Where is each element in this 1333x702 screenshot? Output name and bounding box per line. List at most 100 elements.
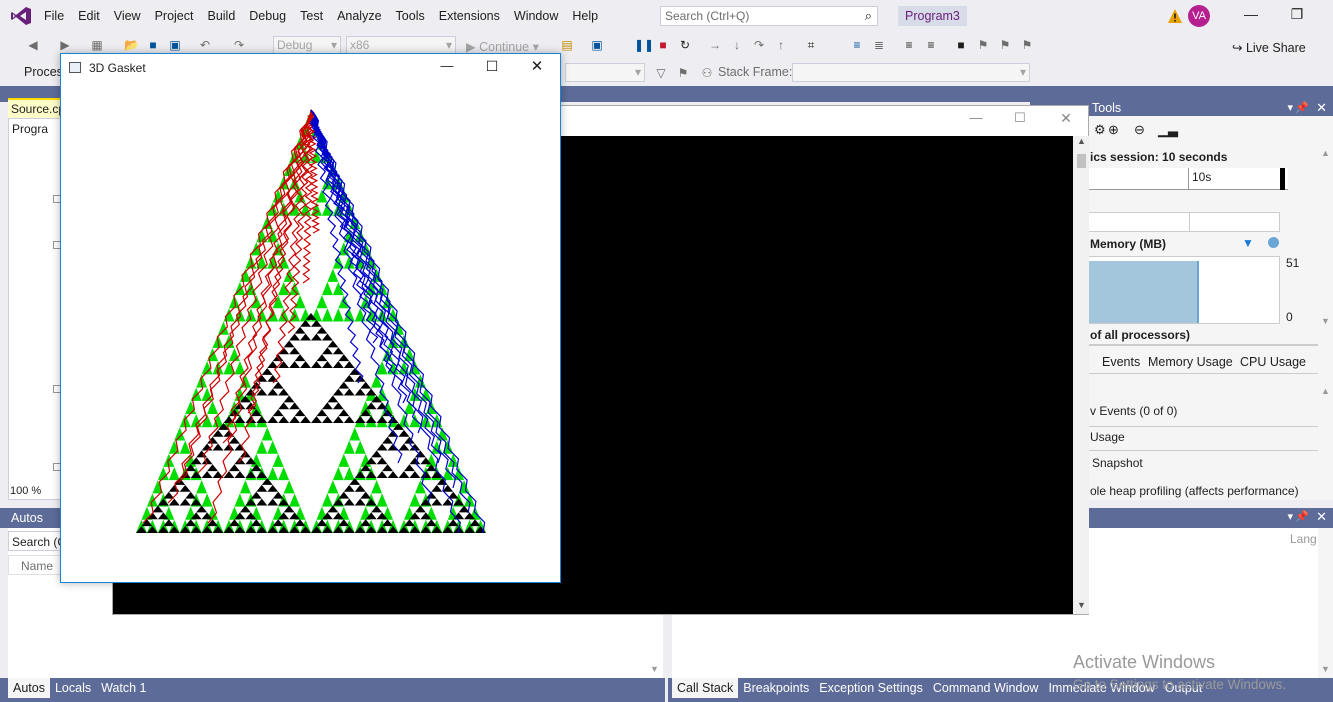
forward-icon[interactable]: ▶ [60,38,70,52]
configuration-select[interactable]: Debug ▾ [273,36,341,55]
pin-icon[interactable]: 📌 [1295,511,1309,523]
language-column-header[interactable]: Lang [1290,532,1317,546]
flag-icon[interactable]: ⚑ [677,66,689,80]
redo-icon[interactable]: ↷ [233,38,245,52]
minimize-icon[interactable]: — [1244,6,1258,22]
timeline-cursor[interactable] [1280,168,1285,190]
tab-command-window[interactable]: Command Window [932,681,1039,695]
next-bookmark-icon[interactable]: ⚑ [999,38,1011,52]
menu-window[interactable]: Window [513,9,559,23]
step-out-icon[interactable]: ↑ [778,38,784,52]
threads-icon[interactable]: ≡ [853,38,861,52]
settings-icon[interactable]: ⚙ [1094,122,1106,137]
hex-icon[interactable]: ⌗ [807,38,815,52]
search-icon[interactable]: ⌕ [864,8,872,23]
menu-debug[interactable]: Debug [249,9,287,23]
tab-watch-1[interactable]: Watch 1 [101,681,147,695]
tab-output[interactable]: Output [1164,681,1203,695]
back-icon[interactable]: ◀ [28,38,38,52]
prev-bookmark-icon[interactable]: ⚑ [977,38,989,52]
menu-test[interactable]: Test [300,9,324,23]
attach-icon[interactable]: ▤ [561,38,573,52]
panel-menu-icon[interactable]: ▾ [1287,511,1293,523]
undo-icon[interactable]: ↶ [199,38,211,52]
chart-icon[interactable]: ▁▃ [1158,122,1178,137]
console-scrollbar[interactable]: ▲ ▼ [1073,136,1089,614]
restart-icon[interactable]: ↻ [679,38,691,52]
thread-select[interactable]: ▾ [565,63,645,82]
zoom-level[interactable]: 100 % [10,485,42,497]
open-icon[interactable]: 📂 [124,38,139,52]
restore-icon[interactable]: ❐ [1290,6,1304,22]
scroll-up-icon[interactable]: ▲ [1321,148,1330,158]
events-summary[interactable]: v Events (0 of 0) [1090,404,1178,418]
diag-scrollbar[interactable]: ▲ ▼ ▲ [1318,116,1333,500]
scroll-down-icon[interactable]: ▼ [650,664,659,674]
pin-icon[interactable]: 📌 [1295,102,1309,114]
zoom-in-icon[interactable]: ⊕ [1108,122,1119,137]
console-minimize-icon[interactable]: — [969,110,983,125]
step-into-icon[interactable]: ↓ [734,38,740,52]
bookmark-icon[interactable]: ■ [957,38,965,52]
scroll-down-icon[interactable]: ▼ [1321,664,1330,674]
show-next-statement-icon[interactable]: → [709,38,721,52]
console-close-icon[interactable]: ✕ [1060,110,1072,126]
warning-icon[interactable] [1167,8,1183,24]
menu-extensions[interactable]: Extensions [438,9,500,23]
autos-search-input[interactable]: Search (C [8,531,68,551]
outdent-icon[interactable]: ≡ [927,38,935,52]
close-panel-icon[interactable]: ✕ [1316,509,1327,524]
live-share-button[interactable]: ↪ Live Share [1232,41,1306,55]
session-timeline[interactable]: 10s [1088,168,1288,190]
save-icon[interactable]: ■ [149,38,157,52]
menu-view[interactable]: View [113,9,141,23]
gasket-minimize-icon[interactable]: — [440,58,454,73]
code-editor[interactable]: Progra 100 % [8,118,63,500]
save-all-icon[interactable]: ▣ [169,38,181,52]
search-box[interactable]: Search (Ctrl+Q) ⌕ [660,6,878,26]
gasket-close-icon[interactable]: ✕ [530,58,544,75]
user-avatar[interactable]: VA [1188,5,1210,27]
menu-build[interactable]: Build [207,9,236,23]
scroll-up-icon[interactable]: ▲ [1077,136,1086,146]
tab-memory-usage[interactable]: Memory Usage [1148,355,1233,369]
tab-locals[interactable]: Locals [54,681,92,695]
indent-icon[interactable]: ≡ [905,38,913,52]
tab-exception-settings[interactable]: Exception Settings [819,681,923,695]
tab-autos[interactable]: Autos [8,678,50,698]
call-stack-scrollbar[interactable]: ▼ [1318,528,1333,678]
continue-button[interactable]: ▶ Continue ▾ [466,40,539,54]
visual-studio-logo-icon[interactable] [10,6,32,26]
clear-bookmarks-icon[interactable]: ⚑ [1021,38,1033,52]
step-over-icon[interactable]: ↷ [753,38,765,52]
new-project-icon[interactable]: ▦ [91,38,103,52]
stop-icon[interactable]: ■ [659,38,667,52]
pause-icon[interactable]: ❚❚ [634,38,655,52]
gasket-maximize-icon[interactable]: ☐ [485,58,499,74]
stack-frame-select[interactable]: ▾ [792,63,1030,82]
filter-icon[interactable]: ▽ [656,66,666,80]
editor-tab[interactable]: Source.cp [8,98,68,118]
project-dropdown[interactable]: Progra [12,122,49,136]
heap-profiling-checkbox[interactable]: ole heap profiling (affects performance) [1090,484,1299,498]
tab-immediate-window[interactable]: Immediate Window [1048,681,1155,695]
tab-cpu-usage[interactable]: CPU Usage [1240,355,1306,369]
close-panel-icon[interactable]: ✕ [1316,100,1327,115]
menu-tools[interactable]: Tools [395,9,425,23]
menu-file[interactable]: File [44,9,65,23]
memory-usage-section[interactable]: Usage [1090,430,1125,444]
scroll-thumb[interactable] [1077,154,1086,168]
console-maximize-icon[interactable]: ☐ [1014,110,1026,125]
name-column-header[interactable]: Name [8,555,68,575]
menu-edit[interactable]: Edit [78,9,100,23]
screenshot-icon[interactable]: ▣ [591,38,603,52]
format-icon[interactable]: ≣ [873,38,885,52]
menu-help[interactable]: Help [572,9,599,23]
scroll-down-icon[interactable]: ▼ [1321,316,1330,326]
scroll-down-icon[interactable]: ▼ [1077,600,1086,610]
tab-breakpoints[interactable]: Breakpoints [743,681,810,695]
panel-menu-icon[interactable]: ▾ [1287,102,1293,114]
tab-call-stack[interactable]: Call Stack [672,678,739,698]
menu-analyze[interactable]: Analyze [337,9,382,23]
take-snapshot-button[interactable]: Snapshot [1092,456,1143,470]
